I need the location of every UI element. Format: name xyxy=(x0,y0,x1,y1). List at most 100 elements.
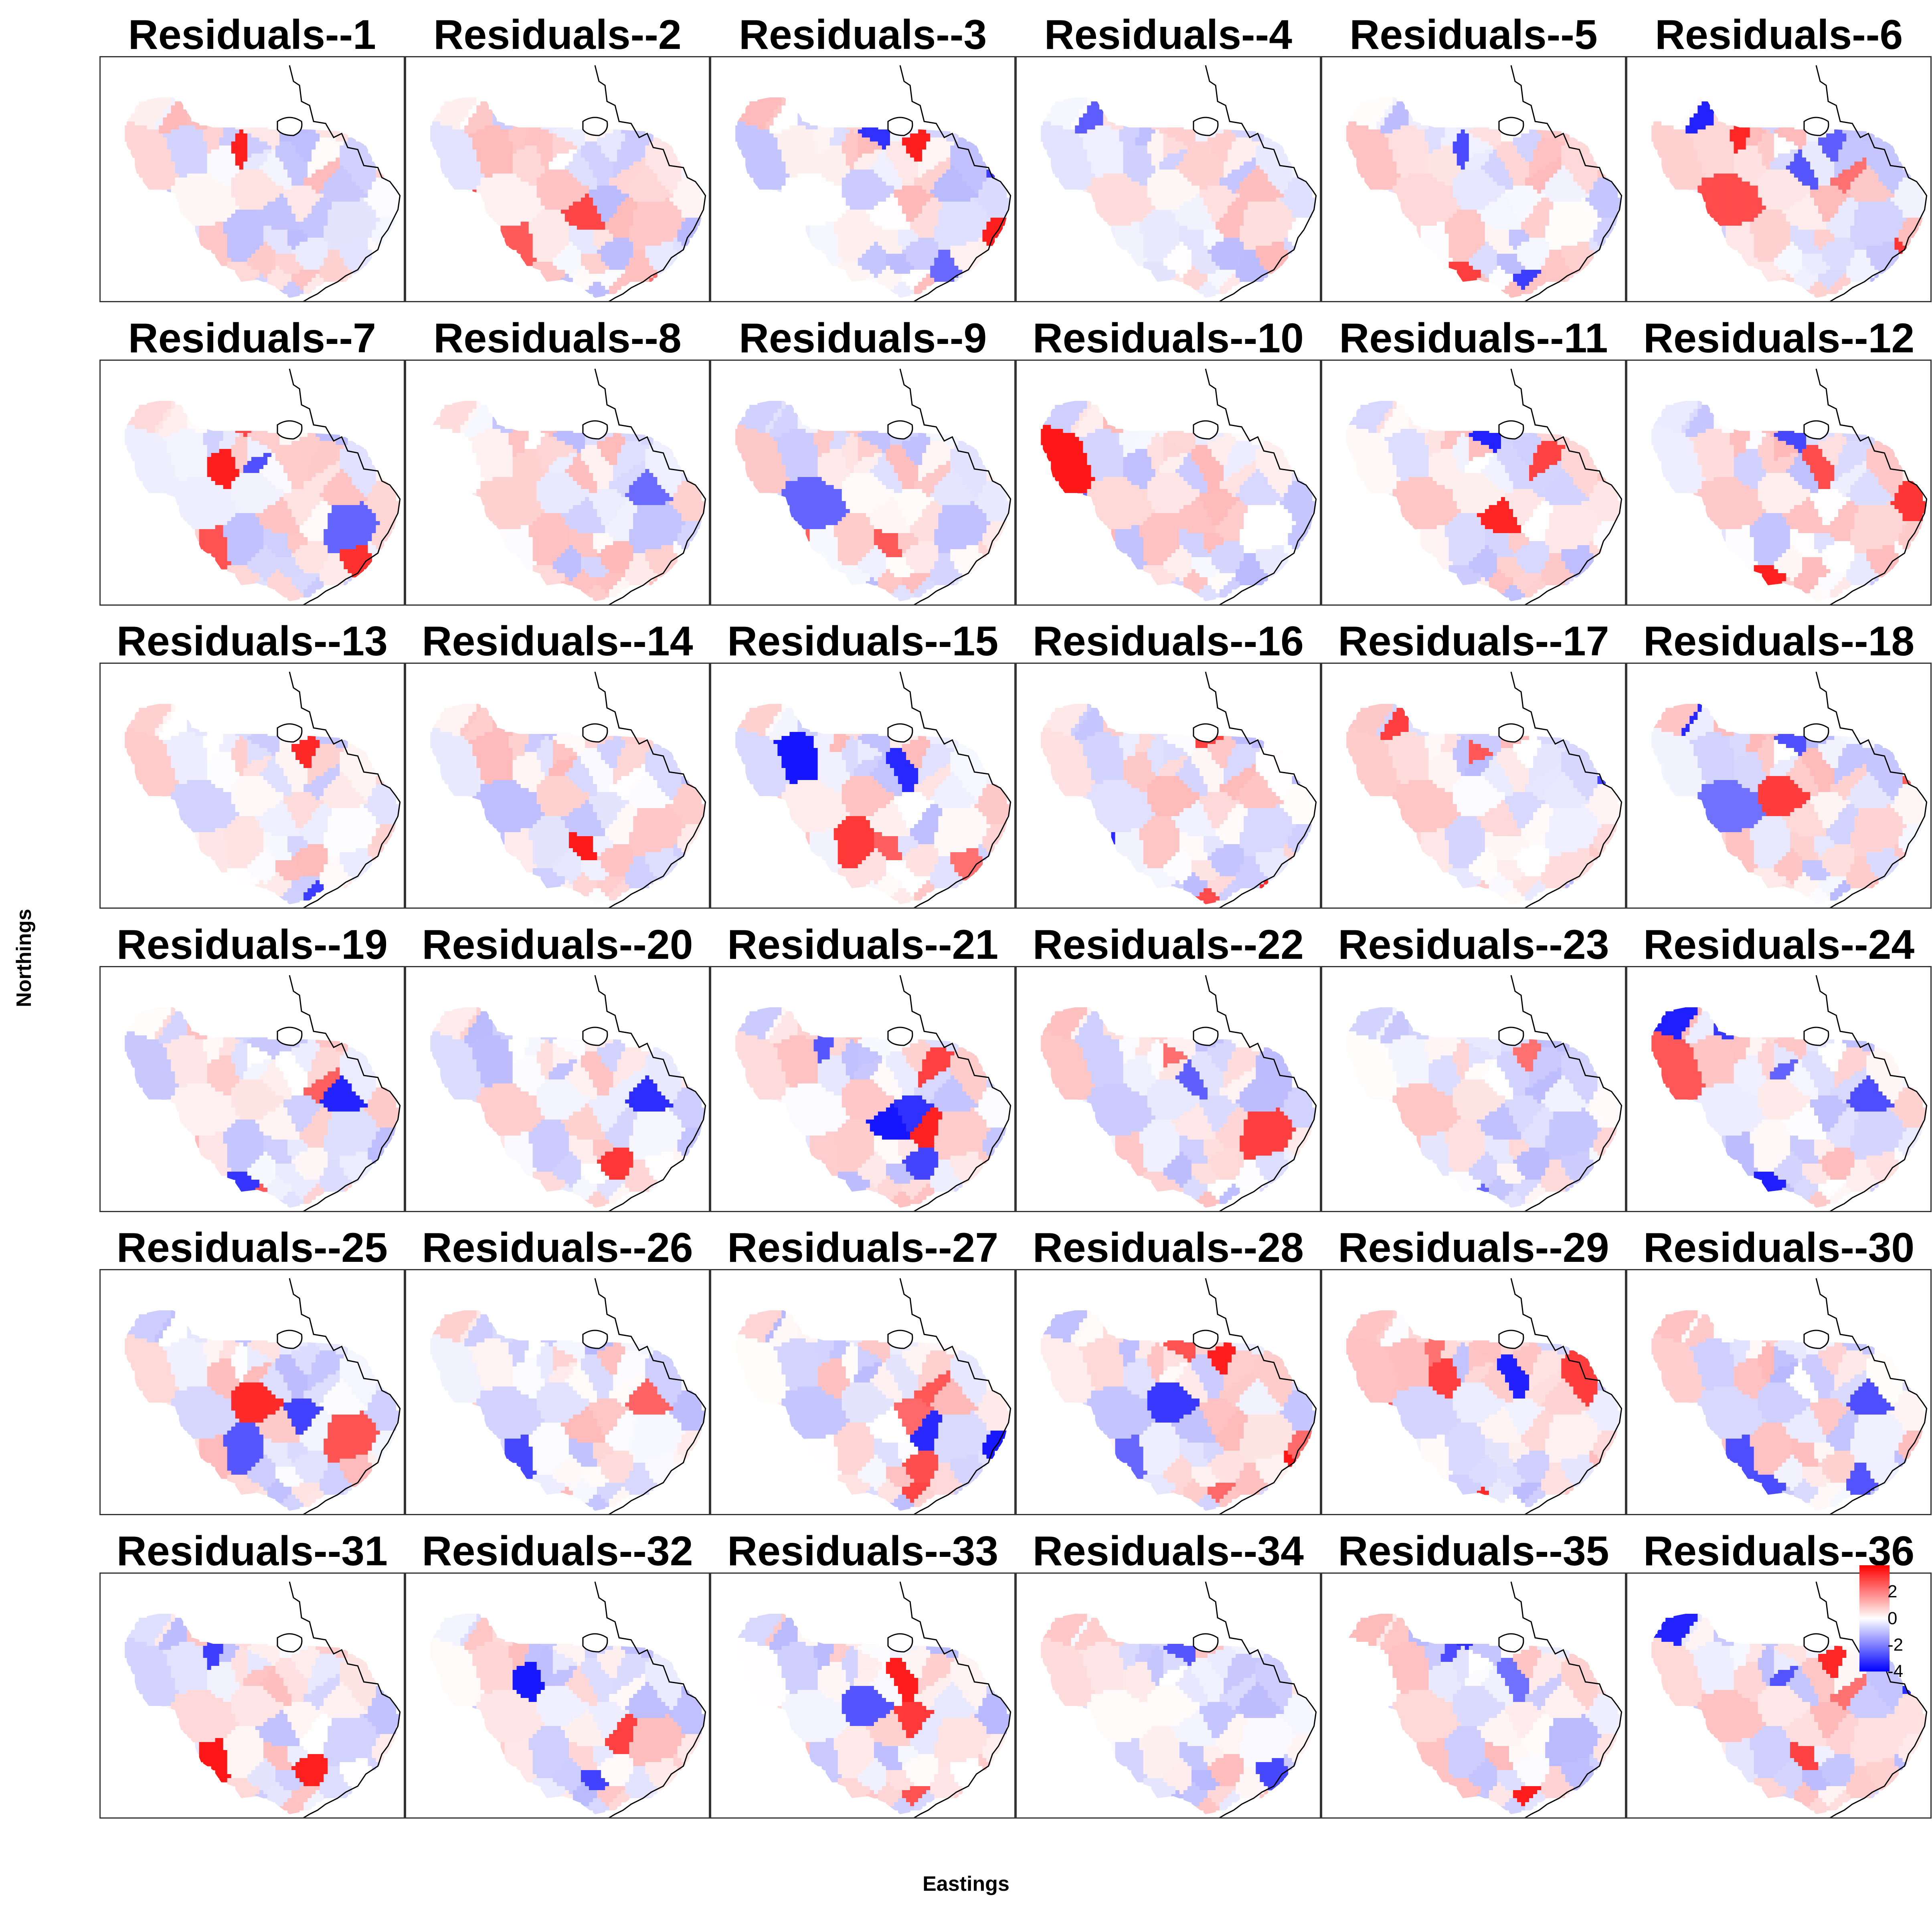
lake-outline xyxy=(1499,117,1523,135)
panel-title: Residuals--9 xyxy=(710,317,1016,359)
map-panel xyxy=(405,360,710,606)
lake-outline xyxy=(1499,421,1523,439)
map-panel xyxy=(1321,1572,1627,1819)
map-svg xyxy=(1017,967,1321,1212)
map-panel xyxy=(1626,360,1932,606)
panel-title: Residuals--19 xyxy=(99,924,405,966)
map-panel xyxy=(99,1269,405,1515)
map-panel xyxy=(1016,1269,1321,1515)
map-svg xyxy=(101,361,405,606)
map-svg xyxy=(406,57,710,302)
map-svg xyxy=(711,967,1016,1212)
map-panel xyxy=(1016,966,1321,1212)
legend-tick-label: -4 xyxy=(1887,1663,1903,1680)
lake-outline xyxy=(888,1330,912,1348)
map-panel xyxy=(1016,360,1321,606)
map-svg xyxy=(1017,361,1321,606)
lake-outline xyxy=(1804,1330,1829,1348)
panel-title: Residuals--33 xyxy=(710,1530,1016,1572)
map-panel xyxy=(99,1572,405,1819)
map-svg xyxy=(711,664,1016,909)
map-svg xyxy=(1627,1270,1932,1515)
map-svg xyxy=(101,1270,405,1515)
panel-title: Residuals--17 xyxy=(1321,620,1627,662)
map-panel xyxy=(405,1269,710,1515)
lake-outline xyxy=(583,421,607,439)
map-svg xyxy=(1322,57,1627,302)
panel-title: Residuals--13 xyxy=(99,620,405,662)
lake-outline xyxy=(277,1634,302,1652)
panel-title: Residuals--25 xyxy=(99,1227,405,1269)
legend-tick-label: 0 xyxy=(1887,1610,1897,1627)
panel-title: Residuals--35 xyxy=(1321,1530,1627,1572)
map-panel xyxy=(99,663,405,909)
map-svg xyxy=(711,1270,1016,1515)
panel-title: Residuals--12 xyxy=(1626,317,1932,359)
x-axis-title: Eastings xyxy=(0,1872,1932,1896)
map-panel xyxy=(1321,360,1627,606)
map-panel xyxy=(710,1269,1016,1515)
map-svg xyxy=(1627,361,1932,606)
panel-title: Residuals--4 xyxy=(1016,14,1321,56)
panel-title: Residuals--3 xyxy=(710,14,1016,56)
lake-outline xyxy=(277,421,302,439)
map-panel xyxy=(405,56,710,302)
map-panel xyxy=(405,1572,710,1819)
map-panel xyxy=(1321,56,1627,302)
lake-outline xyxy=(1194,1330,1218,1348)
lake-outline xyxy=(277,1027,302,1045)
map-svg xyxy=(101,57,405,302)
lake-outline xyxy=(888,724,912,742)
lake-outline xyxy=(1194,724,1218,742)
map-svg xyxy=(1017,664,1321,909)
map-svg xyxy=(406,967,710,1212)
map-panel xyxy=(1321,1269,1627,1515)
legend-tick-label: -2 xyxy=(1887,1636,1903,1654)
map-svg xyxy=(1322,361,1627,606)
map-panel xyxy=(710,1572,1016,1819)
panel-title: Residuals--23 xyxy=(1321,924,1627,966)
map-panel xyxy=(710,663,1016,909)
panel-title: Residuals--26 xyxy=(405,1227,710,1269)
map-panel xyxy=(1626,56,1932,302)
lake-outline xyxy=(1804,421,1829,439)
panel-title: Residuals--28 xyxy=(1016,1227,1321,1269)
lake-outline xyxy=(888,117,912,135)
lake-outline xyxy=(277,724,302,742)
map-panel xyxy=(1321,663,1627,909)
lake-outline xyxy=(1804,724,1829,742)
panel-title: Residuals--6 xyxy=(1626,14,1932,56)
map-panel xyxy=(710,56,1016,302)
map-svg xyxy=(1627,967,1932,1212)
legend-tick-label: 2 xyxy=(1887,1583,1897,1601)
lake-outline xyxy=(1804,1634,1829,1652)
map-panel xyxy=(1016,56,1321,302)
panel-title: Residuals--2 xyxy=(405,14,710,56)
color-legend-bar xyxy=(1859,1565,1890,1671)
map-panel xyxy=(1016,1572,1321,1819)
map-svg xyxy=(1322,664,1627,909)
map-svg xyxy=(1017,1270,1321,1515)
map-svg xyxy=(101,664,405,909)
lake-outline xyxy=(583,117,607,135)
map-svg xyxy=(1322,1574,1627,1819)
panel-title: Residuals--21 xyxy=(710,924,1016,966)
map-svg xyxy=(1017,57,1321,302)
map-panel xyxy=(99,966,405,1212)
y-axis-title: Northings xyxy=(12,909,36,1007)
panel-title: Residuals--1 xyxy=(99,14,405,56)
map-svg xyxy=(711,1574,1016,1819)
map-svg xyxy=(406,664,710,909)
map-svg xyxy=(406,1270,710,1515)
panel-title: Residuals--22 xyxy=(1016,924,1321,966)
map-svg xyxy=(406,361,710,606)
lake-outline xyxy=(1499,1634,1523,1652)
map-svg xyxy=(711,361,1016,606)
panel-title: Residuals--16 xyxy=(1016,620,1321,662)
lake-outline xyxy=(1499,1027,1523,1045)
panel-title: Residuals--18 xyxy=(1626,620,1932,662)
panel-title: Residuals--32 xyxy=(405,1530,710,1572)
map-svg xyxy=(101,1574,405,1819)
map-panel xyxy=(99,360,405,606)
